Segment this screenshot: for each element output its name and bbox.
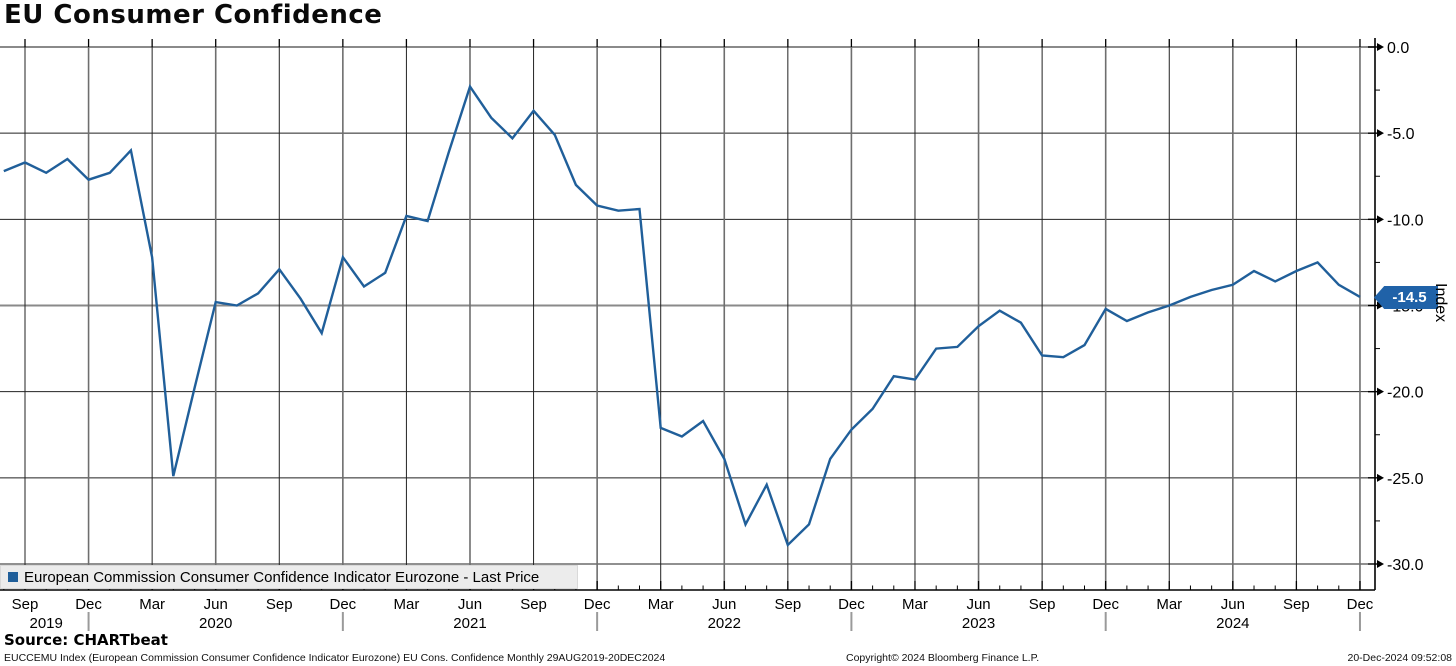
x-tick-label: Sep [1029, 596, 1056, 613]
x-tick-label: Dec [1092, 596, 1119, 613]
x-tick-label: Sep [266, 596, 293, 613]
footer-description: EUCCEMU Index (European Commission Consu… [4, 652, 666, 664]
x-tick-label: Mar [648, 596, 674, 613]
x-tick-label: Jun [966, 596, 990, 613]
y-tick-arrow-icon [1377, 387, 1384, 396]
footer-timestamp: 20-Dec-2024 09:52:08 [1347, 652, 1453, 664]
x-tick-label: Dec [584, 596, 611, 613]
y-tick-arrow-icon [1377, 473, 1384, 482]
y-tick-arrow-icon [1377, 215, 1384, 224]
x-tick-label: Dec [838, 596, 865, 613]
year-label: 2022 [708, 615, 741, 632]
last-price-tag[interactable]: -14.5 [1374, 286, 1438, 309]
x-tick-label: Sep [1283, 596, 1310, 613]
y-tick-arrow-icon [1377, 129, 1384, 138]
x-tick-label: Dec [75, 596, 102, 613]
x-tick-label: Mar [393, 596, 419, 613]
y-tick-arrow-icon [1377, 301, 1384, 310]
year-label: 2019 [30, 615, 63, 632]
source-label: Source: CHARTbeat [4, 631, 168, 649]
y-tick-label: -20.0 [1387, 385, 1424, 402]
x-tick-label: Sep [520, 596, 547, 613]
x-tick-label: Jun [1221, 596, 1245, 613]
legend-label: European Commission Consumer Confidence … [24, 568, 540, 586]
y-tick-arrow-icon [1377, 43, 1384, 51]
footer-copyright: Copyright© 2024 Bloomberg Finance L.P. [846, 652, 1040, 664]
x-tick-label: Sep [12, 596, 39, 613]
legend[interactable]: European Commission Consumer Confidence … [0, 565, 578, 589]
y-tick-label: 0.0 [1387, 40, 1409, 57]
y-tick-label: -5.0 [1387, 126, 1415, 143]
year-label: 2024 [1216, 615, 1249, 632]
x-tick-label: Jun [204, 596, 228, 613]
x-tick-label: Mar [902, 596, 928, 613]
price-line [3, 83, 1361, 548]
x-tick-label: Dec [330, 596, 357, 613]
x-tick-label: Dec [1347, 596, 1374, 613]
legend-swatch-icon [8, 572, 18, 582]
y-axis-title: Index [1432, 283, 1449, 323]
y-tick-arrow-icon [1377, 559, 1384, 568]
last-price-value: -14.5 [1392, 289, 1427, 306]
x-tick-label: Sep [774, 596, 801, 613]
x-tick-label: Jun [458, 596, 482, 613]
year-label: 2021 [453, 615, 486, 632]
x-tick-label: Mar [1156, 596, 1182, 613]
y-tick-label: -25.0 [1387, 471, 1424, 488]
year-label: 2023 [962, 615, 995, 632]
x-tick-label: Mar [139, 596, 165, 613]
y-tick-label: -30.0 [1387, 557, 1424, 574]
y-tick-label: -10.0 [1387, 212, 1424, 229]
x-tick-label: Jun [712, 596, 736, 613]
page-title: EU Consumer Confidence [4, 0, 383, 30]
year-label: 2020 [199, 615, 232, 632]
